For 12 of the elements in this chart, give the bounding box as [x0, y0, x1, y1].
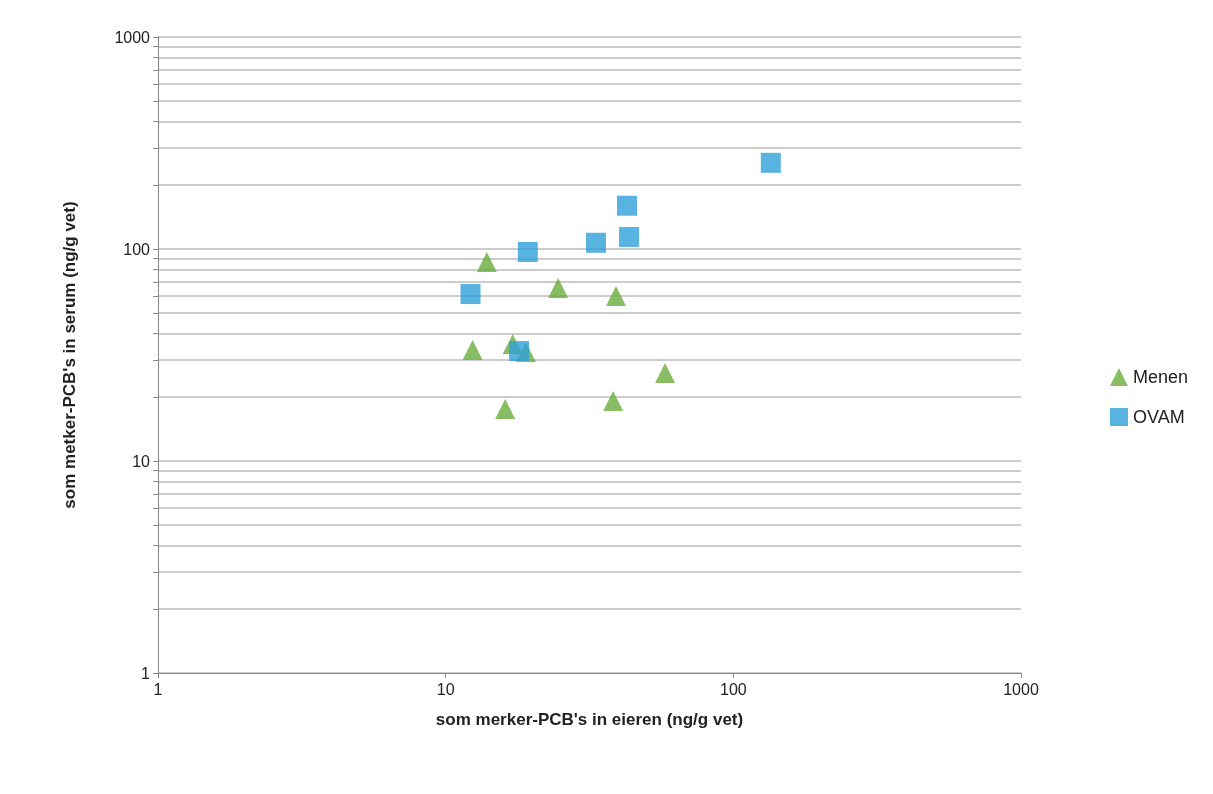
y-tick-label: 10 [132, 452, 151, 470]
legend-label: Menen [1132, 367, 1189, 387]
x-tick-label: 1 [153, 680, 163, 698]
x-axis-title: som merker-PCB's in eieren (ng/g vet) [435, 710, 744, 729]
y-tick-label: 1 [141, 664, 151, 682]
legend-label: OVAM [1132, 407, 1185, 427]
x-tick-label: 10 [436, 680, 455, 698]
y-tick-label: 1000 [114, 28, 151, 46]
y-tick-label: 100 [123, 240, 151, 258]
y-axis-title: som metker-PCB's in serum (ng/g vet) [60, 201, 79, 509]
x-tick-label: 1000 [1003, 680, 1039, 698]
x-tick-label: 100 [719, 680, 747, 698]
